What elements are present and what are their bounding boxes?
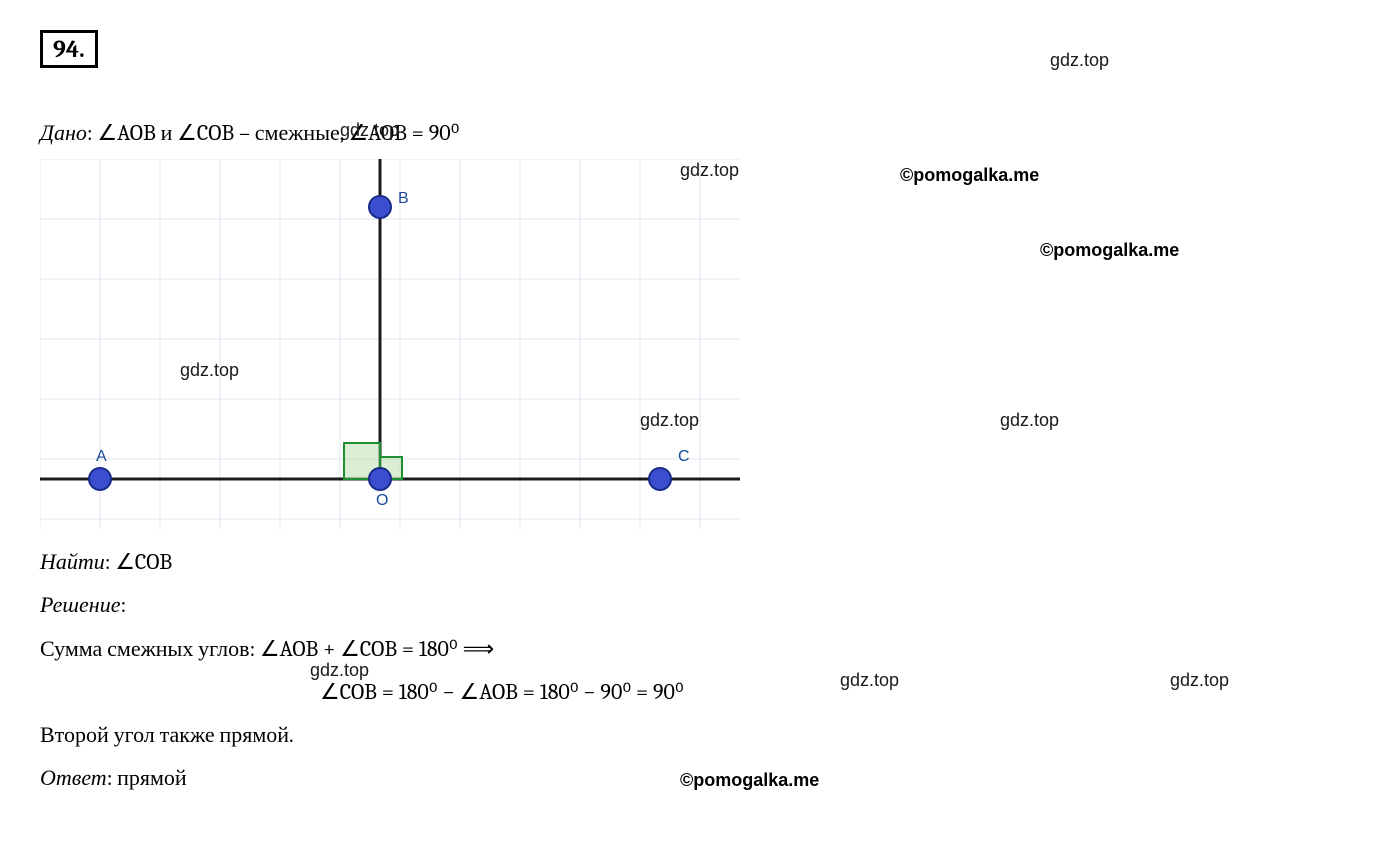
find-line: Найти: ∠COB — [40, 545, 1360, 580]
given-label: Дано — [40, 120, 87, 146]
given-text: : ∠AOB и ∠COB – смежные, ∠AOB = 90⁰ — [87, 120, 459, 146]
answer-label: Ответ — [40, 765, 107, 791]
answer-text: : прямой — [107, 765, 187, 791]
find-label: Найти — [40, 549, 105, 575]
solution-step-1: Сумма смежных углов: ∠AOB + ∠COB = 180⁰ … — [40, 632, 1360, 667]
geometry-diagram: A O B C — [40, 159, 740, 529]
svg-text:B: B — [398, 190, 409, 207]
problem-number: 94 — [53, 35, 79, 63]
problem-number-box: 94. — [40, 30, 98, 68]
watermark-gdz: gdz.top — [1050, 50, 1109, 71]
solution-label: Решение — [40, 592, 120, 618]
step2-eq: ∠COB = 180⁰ − ∠AOB = 180⁰ − 90⁰ = 90⁰ — [320, 679, 684, 705]
solution-label-line: Решение: — [40, 588, 1360, 623]
answer-line: Ответ: прямой — [40, 761, 1360, 796]
solution-colon: : — [120, 592, 126, 618]
step1-eq: ∠AOB + ∠COB = 180⁰ ⟹ — [260, 636, 494, 662]
find-text: : ∠COB — [105, 549, 172, 575]
solution-step-2: ∠COB = 180⁰ − ∠AOB = 180⁰ − 90⁰ = 90⁰ — [320, 675, 1360, 710]
conclusion: Второй угол также прямой. — [40, 722, 294, 748]
page-wrap: { "problem_number": "94", "given_label":… — [40, 30, 1360, 796]
svg-text:C: C — [678, 448, 690, 465]
svg-text:O: O — [376, 492, 388, 509]
conclusion-line: Второй угол также прямой. — [40, 718, 1360, 753]
svg-text:A: A — [96, 448, 107, 465]
given-line: Дано: ∠AOB и ∠COB – смежные, ∠AOB = 90⁰ — [40, 116, 1360, 151]
diagram-container: A O B C — [40, 159, 1360, 535]
step1-prefix: Сумма смежных углов: — [40, 636, 260, 662]
